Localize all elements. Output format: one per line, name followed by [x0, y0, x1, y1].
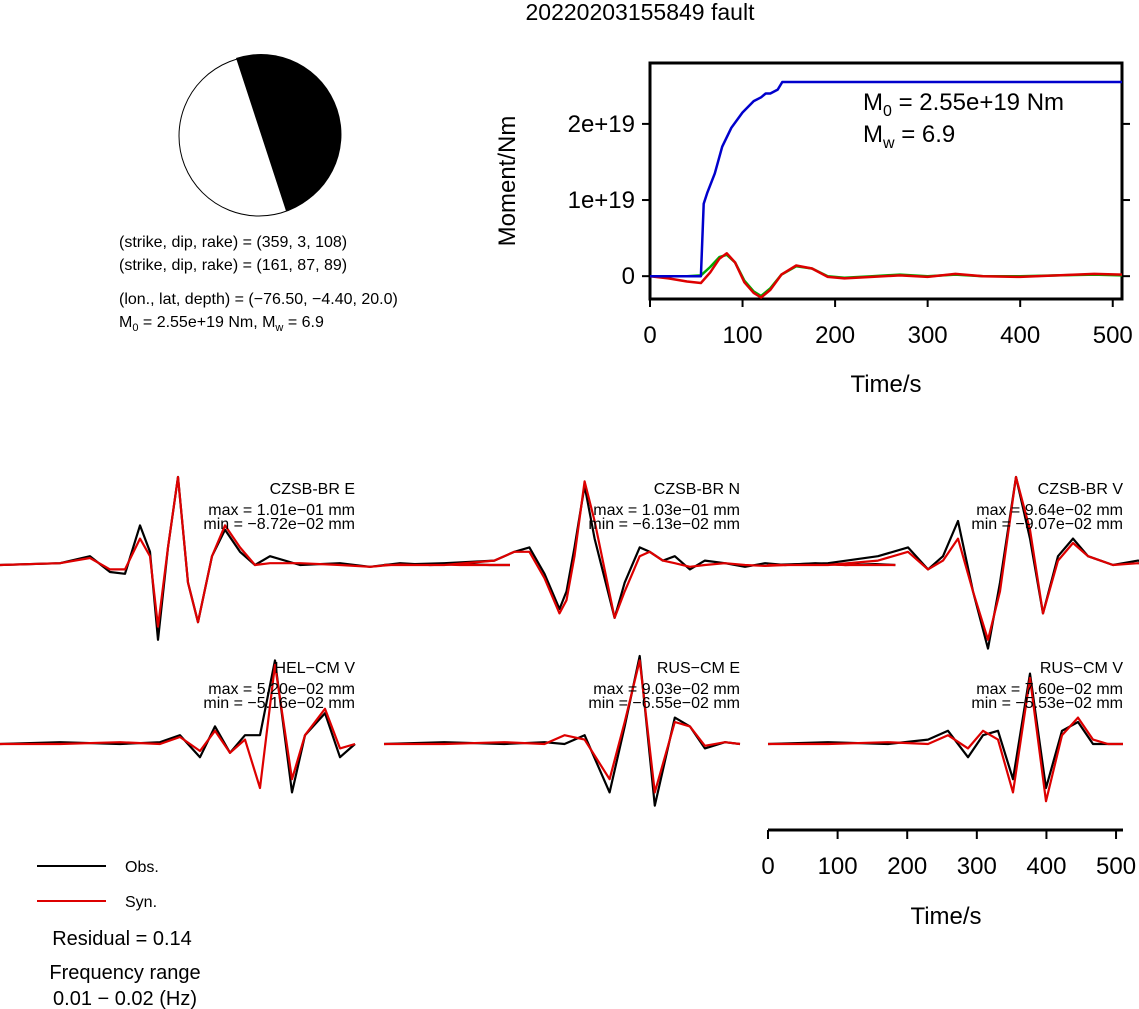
moment-text: M0 = 2.55e+19 Nm, Mw = 6.9 [119, 314, 324, 334]
residual-text: Residual = 0.14 [52, 928, 192, 950]
station-max: max = 9.64e−02 mm [976, 502, 1123, 519]
stf-frame [648, 61, 1124, 301]
station-min: min = −9.07e−02 mm [971, 516, 1123, 533]
waveform-x-tick-label: 300 [957, 853, 997, 880]
station-min: min = −5.16e−02 mm [203, 695, 355, 712]
synthetic-trace [0, 475, 510, 628]
stf-ylabel: Moment/Nm [494, 116, 521, 247]
synthetic-trace [0, 663, 356, 790]
synthetic-trace [384, 659, 741, 794]
stf-y-tick-label: 1e+19 [568, 187, 635, 214]
stf-series-line-1 [649, 252, 1123, 299]
waveform-x-tick-label: 500 [1096, 853, 1136, 880]
station-max: max = 1.03e−01 mm [593, 502, 740, 519]
station-name: HEL−CM V [275, 660, 356, 677]
station-name: CZSB-BR E [270, 481, 355, 498]
station-max: max = 9.03e−02 mm [593, 681, 740, 698]
stf-x-tick-label: 100 [723, 322, 763, 349]
stf-m0-annotation: M0 = 2.55e+19 Nm [863, 89, 1064, 120]
station-name: CZSB-BR V [1038, 481, 1124, 498]
waveform-x-tick-label: 100 [818, 853, 858, 880]
stf-x-tick-label: 0 [643, 322, 656, 349]
station-min: min = −6.55e−02 mm [588, 695, 740, 712]
station-name: RUS−CM V [1040, 660, 1123, 677]
observed-trace [383, 654, 741, 807]
station-max: max = 5.20e−02 mm [208, 681, 355, 698]
nodal-plane-2: (strike, dip, rake) = (161, 87, 89) [119, 257, 347, 274]
stf-x-tick-label: 300 [908, 322, 948, 349]
waveform-time-axis: 0 100 200 300 400 500 [761, 828, 1136, 880]
stf-x-tick-label: 500 [1093, 322, 1133, 349]
stf-x-axis: 0 100 200 300 400 500 [643, 299, 1133, 349]
frequency-range-value: 0.01 − 0.02 (Hz) [53, 988, 197, 1009]
stf-xlabel: Time/s [850, 371, 921, 398]
location-text: (lon., lat, depth) = (−76.50, −4.40, 20.… [119, 291, 398, 308]
stf-x-tick-label: 200 [815, 322, 855, 349]
nodal-plane-1: (strike, dip, rake) = (359, 3, 108) [119, 234, 347, 251]
stf-series-line-2 [650, 80, 1122, 278]
figure-title: 20220203155849 fault [526, 0, 756, 25]
stf-x-tick-label: 400 [1000, 322, 1040, 349]
waveform-xlabel: Time/s [910, 903, 981, 930]
station-name: CZSB-BR N [654, 481, 740, 498]
stf-y-axis: 0 1e+19 2e+19 [568, 111, 1130, 290]
waveform-x-tick-label: 200 [887, 853, 927, 880]
stf-series [649, 80, 1123, 299]
synthetic-trace [768, 676, 1123, 803]
station-name: RUS−CM E [657, 660, 740, 677]
waveform-x-tick-label: 0 [761, 853, 774, 880]
station-max: max = 1.01e−01 mm [208, 502, 355, 519]
stf-y-tick-label: 0 [622, 263, 635, 290]
legend: Obs. Syn. [37, 859, 159, 911]
station-min: min = −5.53e−02 mm [971, 695, 1123, 712]
legend-syn-label: Syn. [125, 894, 157, 911]
frequency-range-label: Frequency range [49, 962, 200, 984]
observed-trace [767, 672, 1123, 790]
stf-y-tick-label: 2e+19 [568, 111, 635, 138]
stf-mw-annotation: Mw = 6.9 [863, 121, 955, 152]
legend-obs-label: Obs. [125, 859, 159, 876]
station-min: min = −6.13e−02 mm [588, 516, 740, 533]
station-min: min = −8.72e−02 mm [203, 516, 355, 533]
observed-trace [767, 475, 1139, 650]
stf-panel: 0 100 200 300 400 500 0 1e+19 2e+19 Moment/Nm T… [494, 61, 1133, 398]
station-max: max = 7.60e−02 mm [976, 681, 1123, 698]
synthetic-trace [768, 475, 1139, 641]
waveform-x-tick-label: 400 [1026, 853, 1066, 880]
beachball [178, 54, 342, 217]
